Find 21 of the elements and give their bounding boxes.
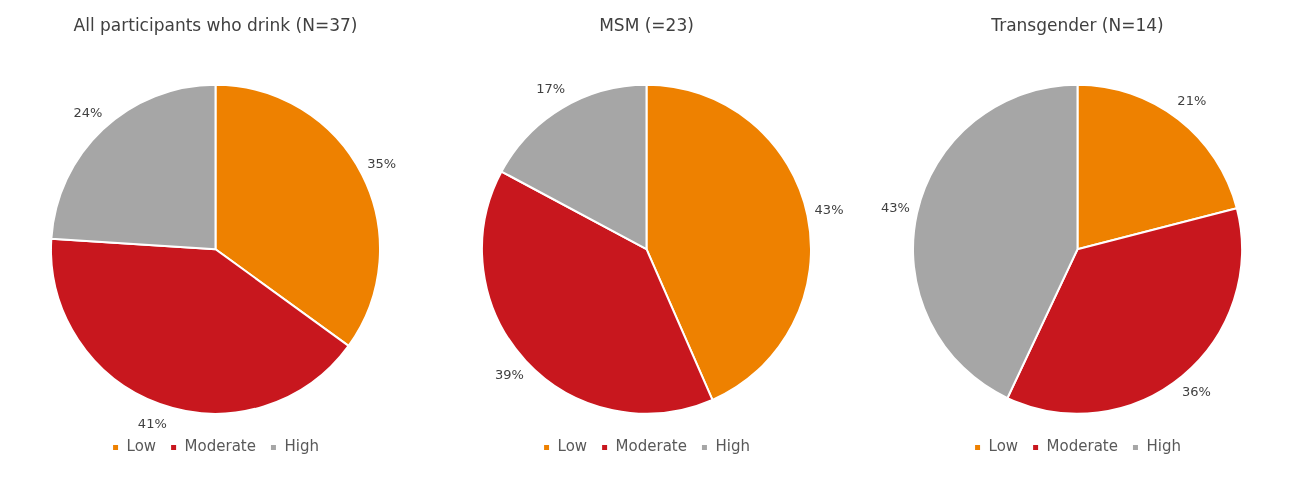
data-label: 43%	[814, 202, 844, 218]
data-label: 17%	[536, 80, 566, 96]
chart-title: All participants who drink (N=37)	[73, 14, 358, 35]
data-label: 36%	[1181, 384, 1211, 400]
legend-label: Low	[126, 437, 157, 456]
data-label: 35%	[367, 155, 397, 171]
legend-label: Moderate	[184, 437, 256, 456]
data-label: 43%	[881, 199, 910, 215]
legend-label: Low	[988, 437, 1019, 456]
chart-title: Transgender (N=14)	[990, 14, 1164, 35]
data-label: 41%	[137, 416, 167, 432]
data-label: 39%	[495, 367, 524, 383]
legend-label: Moderate	[615, 437, 687, 456]
data-label: 24%	[73, 104, 103, 120]
legend-label: High	[1146, 437, 1181, 456]
legend-label: High	[715, 437, 750, 456]
legend-label: Low	[557, 437, 588, 456]
legend-label: Moderate	[1046, 437, 1118, 456]
legend-label: High	[284, 437, 319, 456]
data-label: 21%	[1177, 93, 1207, 109]
chart-title: MSM (=23)	[599, 14, 694, 35]
